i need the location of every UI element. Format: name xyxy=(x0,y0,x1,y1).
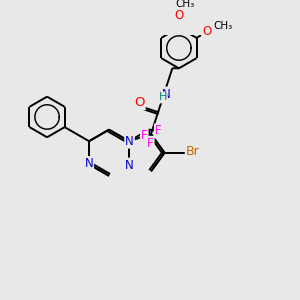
Text: Br: Br xyxy=(186,145,200,158)
Text: O: O xyxy=(174,9,184,22)
Text: CH₃: CH₃ xyxy=(175,0,194,9)
Text: F: F xyxy=(141,129,148,142)
Text: O: O xyxy=(202,26,212,38)
Text: O: O xyxy=(134,96,145,110)
Text: H: H xyxy=(158,92,167,103)
Text: N: N xyxy=(162,88,171,100)
Text: F: F xyxy=(147,137,154,150)
Text: CH₃: CH₃ xyxy=(213,21,232,31)
Text: N: N xyxy=(124,158,133,172)
Text: N: N xyxy=(125,135,134,148)
Text: N: N xyxy=(84,157,93,170)
Text: F: F xyxy=(155,124,161,137)
